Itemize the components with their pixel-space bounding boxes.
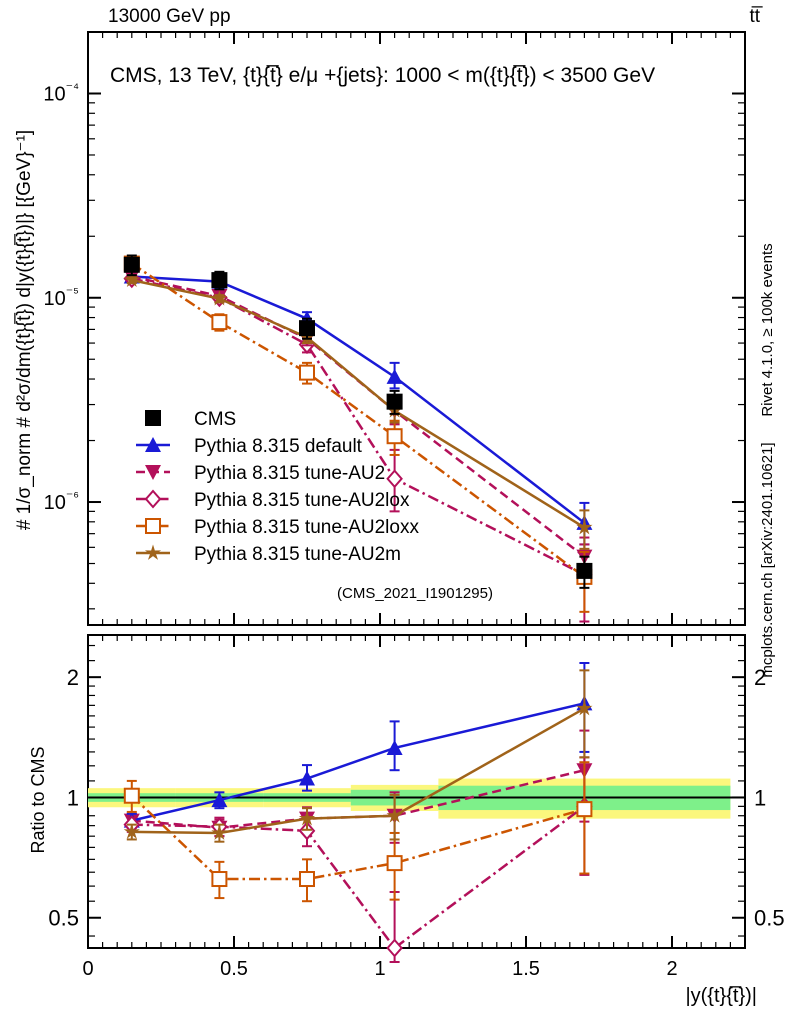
marker-triangle-up (386, 368, 403, 384)
marker-triangle-up (145, 437, 161, 452)
legend-item-label: Pythia 8.315 tune-AU2lox (194, 490, 410, 511)
x-axis-ticks (87, 32, 746, 948)
marker-triangle-up (211, 792, 228, 808)
marker-square-open (386, 428, 403, 445)
main-y-tick-label: 10⁻⁵ (44, 284, 79, 310)
marker-star-filled (298, 810, 316, 826)
x-tick-label: 0 (82, 958, 93, 980)
legend-item[interactable]: Pythia 8.315 tune-AU2loxx (136, 517, 419, 538)
marker-star-filled (211, 824, 228, 840)
legend-item[interactable]: Pythia 8.315 tune-AU2m (136, 544, 401, 565)
marker-square-open (211, 871, 228, 888)
marker-star-filled (386, 807, 403, 823)
marker-triangle-down (145, 465, 161, 480)
main-y-axis-label: # 1/σ_norm # d²σ/dm({t}{t̅}) d|y({t}{t̅}… (14, 130, 35, 530)
marker-square-open (211, 314, 228, 331)
marker-diamond-open (298, 821, 316, 841)
legend: CMS Pythia 8.315 default Pythia 8.315 tune… (136, 409, 419, 565)
marker-square-filled (145, 410, 161, 426)
legend-item-label: CMS (194, 409, 236, 430)
marker-square-open (299, 871, 315, 888)
legend-item[interactable]: Pythia 8.315 default (136, 436, 363, 457)
main-y-axis-label-text: # 1/σ_norm # d²σ/dm({t}{t̅}) d|y({t}{t̅}… (14, 130, 35, 530)
marker-triangle-up (299, 770, 315, 786)
ratio-y-tick-label: 0.5 (48, 906, 79, 931)
legend-item[interactable]: Pythia 8.315 tune-AU2lox (136, 489, 410, 511)
main-y-tick-label: 10⁻⁶ (44, 488, 79, 514)
main-series-cms (123, 254, 593, 589)
marker-star-filled (211, 290, 228, 306)
marker-triangle-up (386, 739, 403, 755)
main-y-tick-label: 10⁻⁴ (43, 79, 79, 105)
marker-star-filled (576, 519, 593, 535)
marker-square-open (386, 855, 403, 872)
legend-item-label: Pythia 8.315 tune-AU2 (194, 463, 385, 484)
marker-diamond-open (144, 489, 162, 509)
marker-square-filled (386, 393, 403, 410)
marker-diamond-open (386, 469, 403, 489)
series-line (131, 262, 586, 578)
legend-item[interactable]: Pythia 8.315 tune-AU2 (136, 463, 385, 484)
marker-square-open (299, 364, 315, 381)
ratio-y-tick-label-right: 1 (754, 785, 766, 810)
plot-title: CMS, 13 TeV, {t}{t̅} e/μ +{jets}: 1000 <… (110, 64, 655, 87)
x-tick-label: 2 (666, 958, 677, 980)
x-tick-label: 1.5 (512, 958, 540, 980)
legend-item-label: Pythia 8.315 default (194, 436, 363, 457)
marker-star-filled (144, 544, 162, 560)
legend-item-label: Pythia 8.315 tune-AU2m (194, 544, 401, 565)
mcplots-source-label: mcplots.cern.ch [arXiv:2401.10621] (759, 442, 776, 677)
legend-item[interactable]: CMS (145, 409, 236, 430)
marker-square-open (145, 518, 161, 534)
ratio-y-tick-label: 2 (67, 665, 79, 690)
header-energy-label: 13000 GeV pp (108, 6, 231, 27)
rivet-version-label: Rivet 4.1.0, ≥ 100k events (759, 243, 776, 416)
main-y-axis-ticks (88, 31, 745, 610)
marker-star-filled (123, 271, 140, 287)
ratio-series-pythia-8-315-tune-au2loxx (123, 761, 593, 903)
ratio-y-tick-label-right: 0.5 (754, 906, 785, 931)
marker-square-open (123, 787, 140, 804)
ratio-y-axis-ticks (88, 644, 745, 937)
marker-diamond-open (386, 938, 403, 958)
x-tick-label: 1 (374, 958, 385, 980)
ratio-y-tick-label: 1 (67, 785, 79, 810)
ratio-y-axis-label: Ratio to CMS (28, 746, 48, 853)
main-panel-frame (87, 31, 746, 626)
marker-square-filled (211, 272, 228, 289)
marker-square-filled (299, 320, 315, 337)
error-bar (579, 669, 590, 759)
watermark-label: (CMS_2021_I1901295) (337, 585, 493, 602)
header-process-label: tt̅ (749, 6, 763, 27)
x-tick-label: 0.5 (220, 958, 248, 980)
marker-star-filled (123, 823, 140, 839)
uncertainty-bands (88, 778, 731, 819)
x-axis-label: |y({t}{t̅})| (685, 985, 757, 1007)
marker-star-filled (576, 699, 593, 716)
ratio-series-pythia-8-315-tune-au2m (123, 669, 593, 843)
legend-item-label: Pythia 8.315 tune-AU2loxx (194, 517, 419, 538)
ratio-y-tick-label-right: 2 (754, 665, 766, 690)
marker-square-open (576, 801, 593, 818)
marker-square-filled (123, 256, 140, 273)
marker-square-filled (576, 562, 593, 579)
series-line (130, 794, 585, 881)
error-bar (579, 761, 590, 875)
